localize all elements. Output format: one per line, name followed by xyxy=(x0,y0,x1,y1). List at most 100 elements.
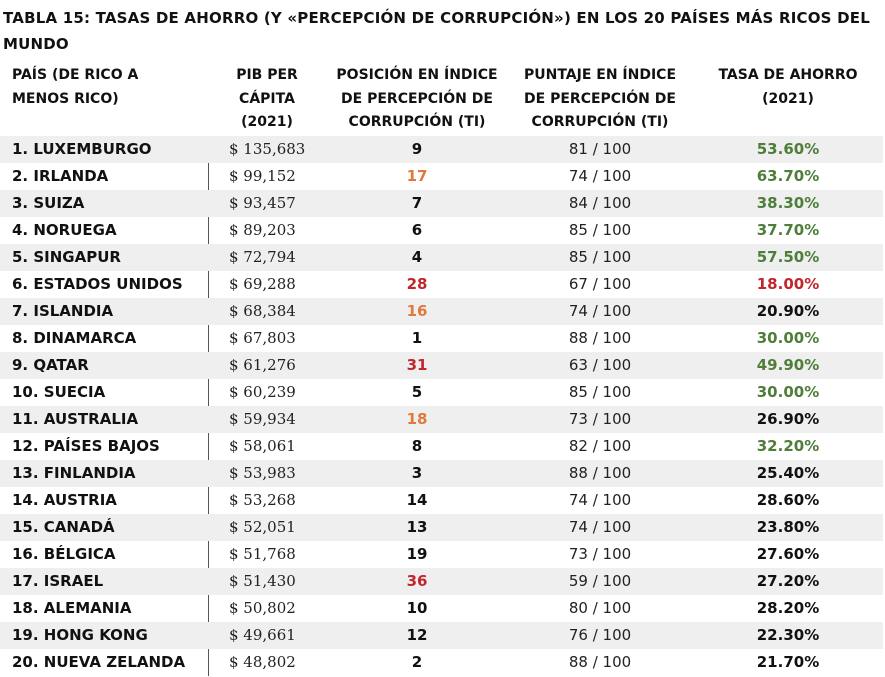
table-row: 20. NUEVA ZELANDA $ 48,802 2 88 / 100 21.70% xyxy=(0,649,883,676)
savings-rate-cell: 38.30% xyxy=(756,194,820,212)
column-header-line: CORRUPCIÓN (TI) xyxy=(531,114,669,130)
score-cell: 73 / 100 xyxy=(568,545,632,563)
table-row: 8. DINAMARCA $ 67,803 1 88 / 100 30.00% xyxy=(0,325,883,352)
gdp-cell: $ 51,768 xyxy=(229,545,296,563)
country-cell: 3. SUIZA xyxy=(12,194,85,212)
column-header-rank: POSICIÓN EN ÍNDICE DE PERCEPCIÓN DE CORRUP… xyxy=(327,64,507,135)
gdp-cell: $ 89,203 xyxy=(229,221,296,239)
column-header-line: DE PERCEPCIÓN DE xyxy=(341,90,493,107)
savings-rate-cell: 49.90% xyxy=(756,356,820,374)
savings-rate-cell: 20.90% xyxy=(756,302,820,320)
savings-rate-cell: 22.30% xyxy=(756,626,820,644)
savings-rate-cell: 63.70% xyxy=(756,167,820,185)
country-cell: 10. SUECIA xyxy=(12,383,106,401)
score-cell: 74 / 100 xyxy=(568,518,632,536)
gdp-cell: $ 93,457 xyxy=(229,194,296,212)
column-header-country: PAÍS (DE RICO A MENOS RICO) xyxy=(12,64,202,111)
score-cell: 74 / 100 xyxy=(568,302,632,320)
score-cell: 74 / 100 xyxy=(568,167,632,185)
country-cell: 6. ESTADOS UNIDOS xyxy=(12,275,183,293)
savings-rate-cell: 28.60% xyxy=(756,491,820,509)
column-header-line: TASA DE AHORRO xyxy=(718,67,858,83)
gdp-cell: $ 50,802 xyxy=(229,599,296,617)
country-cell: 18. ALEMANIA xyxy=(12,599,132,617)
country-cell: 14. AUSTRIA xyxy=(12,491,117,509)
rank-cell: 7 xyxy=(411,194,423,212)
gdp-cell: $ 49,661 xyxy=(229,626,296,644)
country-cell: 11. AUSTRALIA xyxy=(12,410,139,428)
table-row: 19. HONG KONG $ 49,661 12 76 / 100 22.30% xyxy=(0,622,883,649)
column-header-line: PIB PER xyxy=(236,67,298,83)
gdp-cell: $ 72,794 xyxy=(229,248,296,266)
rank-cell: 6 xyxy=(411,221,423,239)
country-cell: 9. QATAR xyxy=(12,356,89,374)
country-cell: 7. ISLANDIA xyxy=(12,302,114,320)
gdp-cell: $ 69,288 xyxy=(229,275,296,293)
table-row: 5. SINGAPUR $ 72,794 4 85 / 100 57.50% xyxy=(0,244,883,271)
score-cell: 85 / 100 xyxy=(568,248,632,266)
rank-cell: 3 xyxy=(411,464,423,482)
savings-rate-cell: 25.40% xyxy=(756,464,820,482)
gdp-cell: $ 58,061 xyxy=(229,437,296,455)
column-header-line: DE PERCEPCIÓN DE xyxy=(524,90,676,107)
table-row: 13. FINLANDIA $ 53,983 3 88 / 100 25.40% xyxy=(0,460,883,487)
table-body: 1. LUXEMBURGO $ 135,683 9 81 / 100 53.60% 2. … xyxy=(0,136,883,676)
gdp-cell: $ 135,683 xyxy=(229,140,306,158)
score-cell: 81 / 100 xyxy=(568,140,632,158)
table-row: 15. CANADÁ $ 52,051 13 74 / 100 23.80% xyxy=(0,514,883,541)
score-cell: 88 / 100 xyxy=(568,464,632,482)
column-header-line: PUNTAJE EN ÍNDICE xyxy=(523,67,677,83)
table-row: 11. AUSTRALIA $ 59,934 18 73 / 100 26.90% xyxy=(0,406,883,433)
table-row: 6. ESTADOS UNIDOS $ 69,288 28 67 / 100 18.00… xyxy=(0,271,883,298)
column-header-gdp: PIB PER CÁPITA (2021) xyxy=(208,64,326,135)
column-header-score: PUNTAJE EN ÍNDICE DE PERCEPCIÓN DE CORRUPC… xyxy=(507,64,693,135)
savings-rate-cell: 27.20% xyxy=(756,572,820,590)
rank-cell: 31 xyxy=(406,356,428,374)
rank-cell: 9 xyxy=(411,140,423,158)
column-header-line: (2021) xyxy=(762,90,814,107)
table-row: 7. ISLANDIA $ 68,384 16 74 / 100 20.90% xyxy=(0,298,883,325)
country-cell: 2. IRLANDA xyxy=(12,167,109,185)
score-cell: 82 / 100 xyxy=(568,437,632,455)
savings-rate-cell: 30.00% xyxy=(756,329,820,347)
country-cell: 13. FINLANDIA xyxy=(12,464,136,482)
rank-cell: 8 xyxy=(411,437,423,455)
gdp-cell: $ 51,430 xyxy=(229,572,296,590)
rank-cell: 18 xyxy=(406,410,428,428)
country-cell: 19. HONG KONG xyxy=(12,626,148,644)
rank-cell: 36 xyxy=(406,572,428,590)
rank-cell: 16 xyxy=(406,302,428,320)
column-header-line: (2021) xyxy=(241,114,293,130)
table-row: 18. ALEMANIA $ 50,802 10 80 / 100 28.20% xyxy=(0,595,883,622)
column-header-line: CORRUPCIÓN (TI) xyxy=(348,114,486,130)
table-row: 4. NORUEGA $ 89,203 6 85 / 100 37.70% xyxy=(0,217,883,244)
score-cell: 85 / 100 xyxy=(568,221,632,239)
table-header: PAÍS (DE RICO A MENOS RICO) PIB PER CÁPITA… xyxy=(0,64,885,136)
table-row: 2. IRLANDA $ 99,152 17 74 / 100 63.70% xyxy=(0,163,883,190)
savings-rate-cell: 23.80% xyxy=(756,518,820,536)
table-row: 9. QATAR $ 61,276 31 63 / 100 49.90% xyxy=(0,352,883,379)
rank-cell: 13 xyxy=(406,518,428,536)
table-row: 14. AUSTRIA $ 53,268 14 74 / 100 28.60% xyxy=(0,487,883,514)
table-row: 17. ISRAEL $ 51,430 36 59 / 100 27.20% xyxy=(0,568,883,595)
column-header-line: POSICIÓN EN ÍNDICE xyxy=(336,67,498,83)
table-row: 10. SUECIA $ 60,239 5 85 / 100 30.00% xyxy=(0,379,883,406)
savings-rate-cell: 28.20% xyxy=(756,599,820,617)
savings-rate-cell: 57.50% xyxy=(756,248,820,266)
country-cell: 4. NORUEGA xyxy=(12,221,117,239)
score-cell: 88 / 100 xyxy=(568,329,632,347)
country-cell: 15. CANADÁ xyxy=(12,518,115,536)
score-cell: 76 / 100 xyxy=(568,626,632,644)
country-cell: 17. ISRAEL xyxy=(12,572,104,590)
rank-cell: 14 xyxy=(406,491,428,509)
gdp-cell: $ 53,983 xyxy=(229,464,296,482)
savings-rate-cell: 21.70% xyxy=(756,653,820,671)
score-cell: 73 / 100 xyxy=(568,410,632,428)
rank-cell: 28 xyxy=(406,275,428,293)
score-cell: 88 / 100 xyxy=(568,653,632,671)
gdp-cell: $ 60,239 xyxy=(229,383,296,401)
score-cell: 59 / 100 xyxy=(568,572,632,590)
score-cell: 84 / 100 xyxy=(568,194,632,212)
rank-cell: 1 xyxy=(411,329,423,347)
column-header-line: CÁPITA xyxy=(239,90,295,107)
